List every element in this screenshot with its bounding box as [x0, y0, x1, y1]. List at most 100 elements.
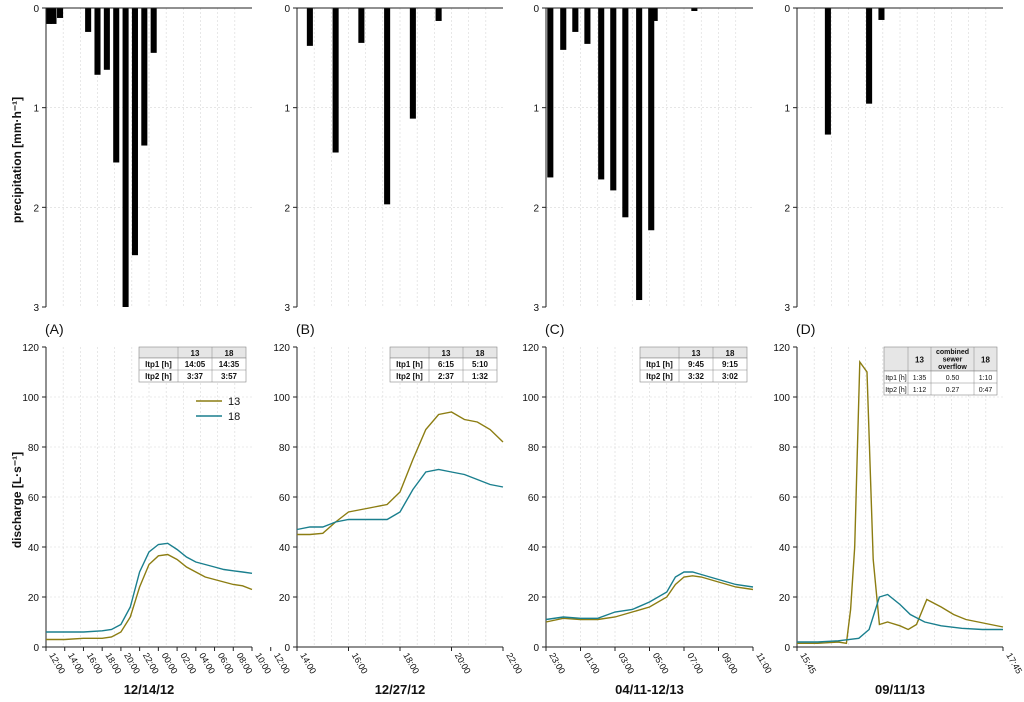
- precip-bar: [824, 8, 831, 135]
- itp-table-header: combined sewer overflow: [936, 349, 969, 371]
- discharge-xtick-label: 00:00: [160, 651, 180, 676]
- precip-bar: [691, 8, 698, 11]
- precip-bar: [57, 8, 64, 18]
- y-label-precip: precipitation [mm·h⁻¹]: [10, 97, 24, 223]
- panel-label: (D): [796, 321, 815, 337]
- panel-label: (B): [296, 321, 315, 337]
- itp-table-cell: 3:57: [221, 372, 238, 381]
- precip-bar: [435, 8, 442, 21]
- itp-table-cell: 1:12: [913, 387, 927, 394]
- discharge-xtick-label: 03:00: [616, 651, 636, 676]
- panel-D: 0 1 2 3 (D) 0 20 40 60 80 100 120 15:45 17:45 13 combin…: [773, 4, 1024, 697]
- itp-table-header: 18: [726, 349, 735, 358]
- discharge-ytick-label: 60: [779, 493, 791, 504]
- itp-table: 13 combined sewer overflow 18 Itp1 [h] 1:35 0.5…: [883, 346, 998, 396]
- itp-table-cell: 2:37: [438, 372, 455, 381]
- legend-label-18: 18: [228, 411, 240, 423]
- itp-table-cell: Itp2 [h]: [396, 372, 423, 381]
- precip-chart: 0 1 2 3: [784, 4, 1003, 314]
- discharge-ytick-label: 20: [28, 593, 40, 604]
- discharge-xtick-label: 12:00: [272, 651, 292, 676]
- itp-table-cell: 9:45: [688, 360, 705, 369]
- discharge-ytick-label: 120: [273, 343, 290, 354]
- precip-ytick-label: 2: [33, 203, 39, 214]
- precip-bar: [141, 8, 148, 146]
- discharge-ytick-label: 0: [284, 643, 290, 654]
- series-line-13: [46, 553, 253, 641]
- date-label: 09/11/13: [875, 682, 925, 697]
- itp-table-header: 18: [981, 356, 990, 365]
- precip-bar: [384, 8, 391, 205]
- itp-table-cell: Itp1 [h]: [885, 375, 906, 382]
- precip-bar: [332, 8, 339, 153]
- precip-ytick-label: 0: [784, 4, 790, 15]
- itp-table-cell: 0.27: [946, 387, 960, 394]
- series-line-13: [297, 411, 504, 536]
- panels-group: 0123(A)02040608010012012:0014:0016:0018:…: [22, 4, 1024, 697]
- precip-bar: [547, 8, 554, 178]
- precip-bar: [45, 8, 52, 24]
- itp-table-cell: 9:15: [722, 360, 739, 369]
- itp-table-header: 13: [191, 349, 200, 358]
- panel-C: 0 1 2 3 (C) 0 20 40 60 80 100 120 23:00 01:00 03:00 05:…: [522, 4, 774, 697]
- discharge-xtick-label: 07:00: [685, 651, 705, 676]
- discharge-xtick-label: 10:00: [253, 651, 273, 676]
- discharge-ytick-label: 80: [279, 443, 291, 454]
- series-line-18: [46, 542, 253, 633]
- precip-bar: [866, 8, 873, 104]
- precip-bar: [560, 8, 567, 50]
- itp-table-cell: 14:05: [185, 360, 206, 369]
- precip-chart: 0 1 2 3: [33, 4, 252, 314]
- discharge-chart: (A)02040608010012012:0014:0016:0018:0020…: [22, 321, 292, 697]
- precip-bar: [610, 8, 617, 191]
- itp-table-cell: 0.50: [946, 375, 960, 382]
- discharge-ytick-label: 40: [528, 543, 540, 554]
- series-line-18: [797, 593, 1003, 643]
- discharge-xtick-label: 06:00: [216, 651, 236, 676]
- y-label-discharge: discharge [L·s⁻¹]: [10, 452, 24, 548]
- itp-table-header: 18: [476, 349, 485, 358]
- precip-ytick-label: 1: [33, 104, 39, 115]
- discharge-ytick-label: 20: [528, 593, 540, 604]
- itp-table-header: 13: [442, 349, 451, 358]
- discharge-ytick-label: 80: [528, 443, 540, 454]
- itp-table-cell: 3:02: [722, 372, 739, 381]
- precip-bar: [103, 8, 110, 70]
- discharge-xtick-label: 11:00: [754, 651, 774, 675]
- discharge-xtick-label: 14:00: [66, 651, 86, 676]
- date-label: 12/27/12: [375, 682, 426, 697]
- discharge-ytick-label: 60: [28, 493, 40, 504]
- precip-ytick-label: 1: [784, 104, 790, 115]
- precip-bar: [131, 8, 138, 256]
- precip-bar: [85, 8, 92, 32]
- precip-bar: [572, 8, 579, 32]
- itp-table-header: 18: [225, 349, 234, 358]
- panel-label: (C): [545, 321, 564, 337]
- itp-table-cell: Itp1 [h]: [396, 360, 423, 369]
- discharge-ytick-label: 120: [22, 343, 39, 354]
- precip-ytick-label: 2: [533, 203, 539, 214]
- precip-ytick-label: 0: [33, 4, 39, 15]
- itp-table-cell: 3:32: [688, 372, 705, 381]
- series-line-13: [797, 359, 1004, 645]
- precip-bar: [584, 8, 591, 44]
- precip-ytick-label: 1: [533, 104, 539, 115]
- discharge-ytick-label: 100: [522, 393, 539, 404]
- precip-ytick-label: 3: [533, 303, 539, 314]
- itp-table-cell: 3:37: [187, 372, 204, 381]
- discharge-chart: (C) 0 20 40 60 80 100 120 23:00 01:00 03:00 05:00 07…: [522, 321, 774, 697]
- precip-chart: 0 1 2 3: [284, 4, 503, 314]
- precip-bar: [358, 8, 365, 43]
- discharge-xtick-label: 12:00: [47, 651, 67, 676]
- date-label: 04/11-12/13: [615, 682, 684, 697]
- discharge-xtick-label: 08:00: [235, 651, 255, 676]
- itp-table-cell: Itp2 [h]: [646, 372, 673, 381]
- series-line-18: [545, 571, 754, 621]
- discharge-ytick-label: 60: [279, 493, 291, 504]
- itp-table-cell: 1:32: [472, 372, 489, 381]
- precip-bar: [50, 8, 57, 24]
- precip-bar: [94, 8, 101, 75]
- itp-table-cell: 6:15: [438, 360, 455, 369]
- precip-ytick-label: 2: [284, 203, 290, 214]
